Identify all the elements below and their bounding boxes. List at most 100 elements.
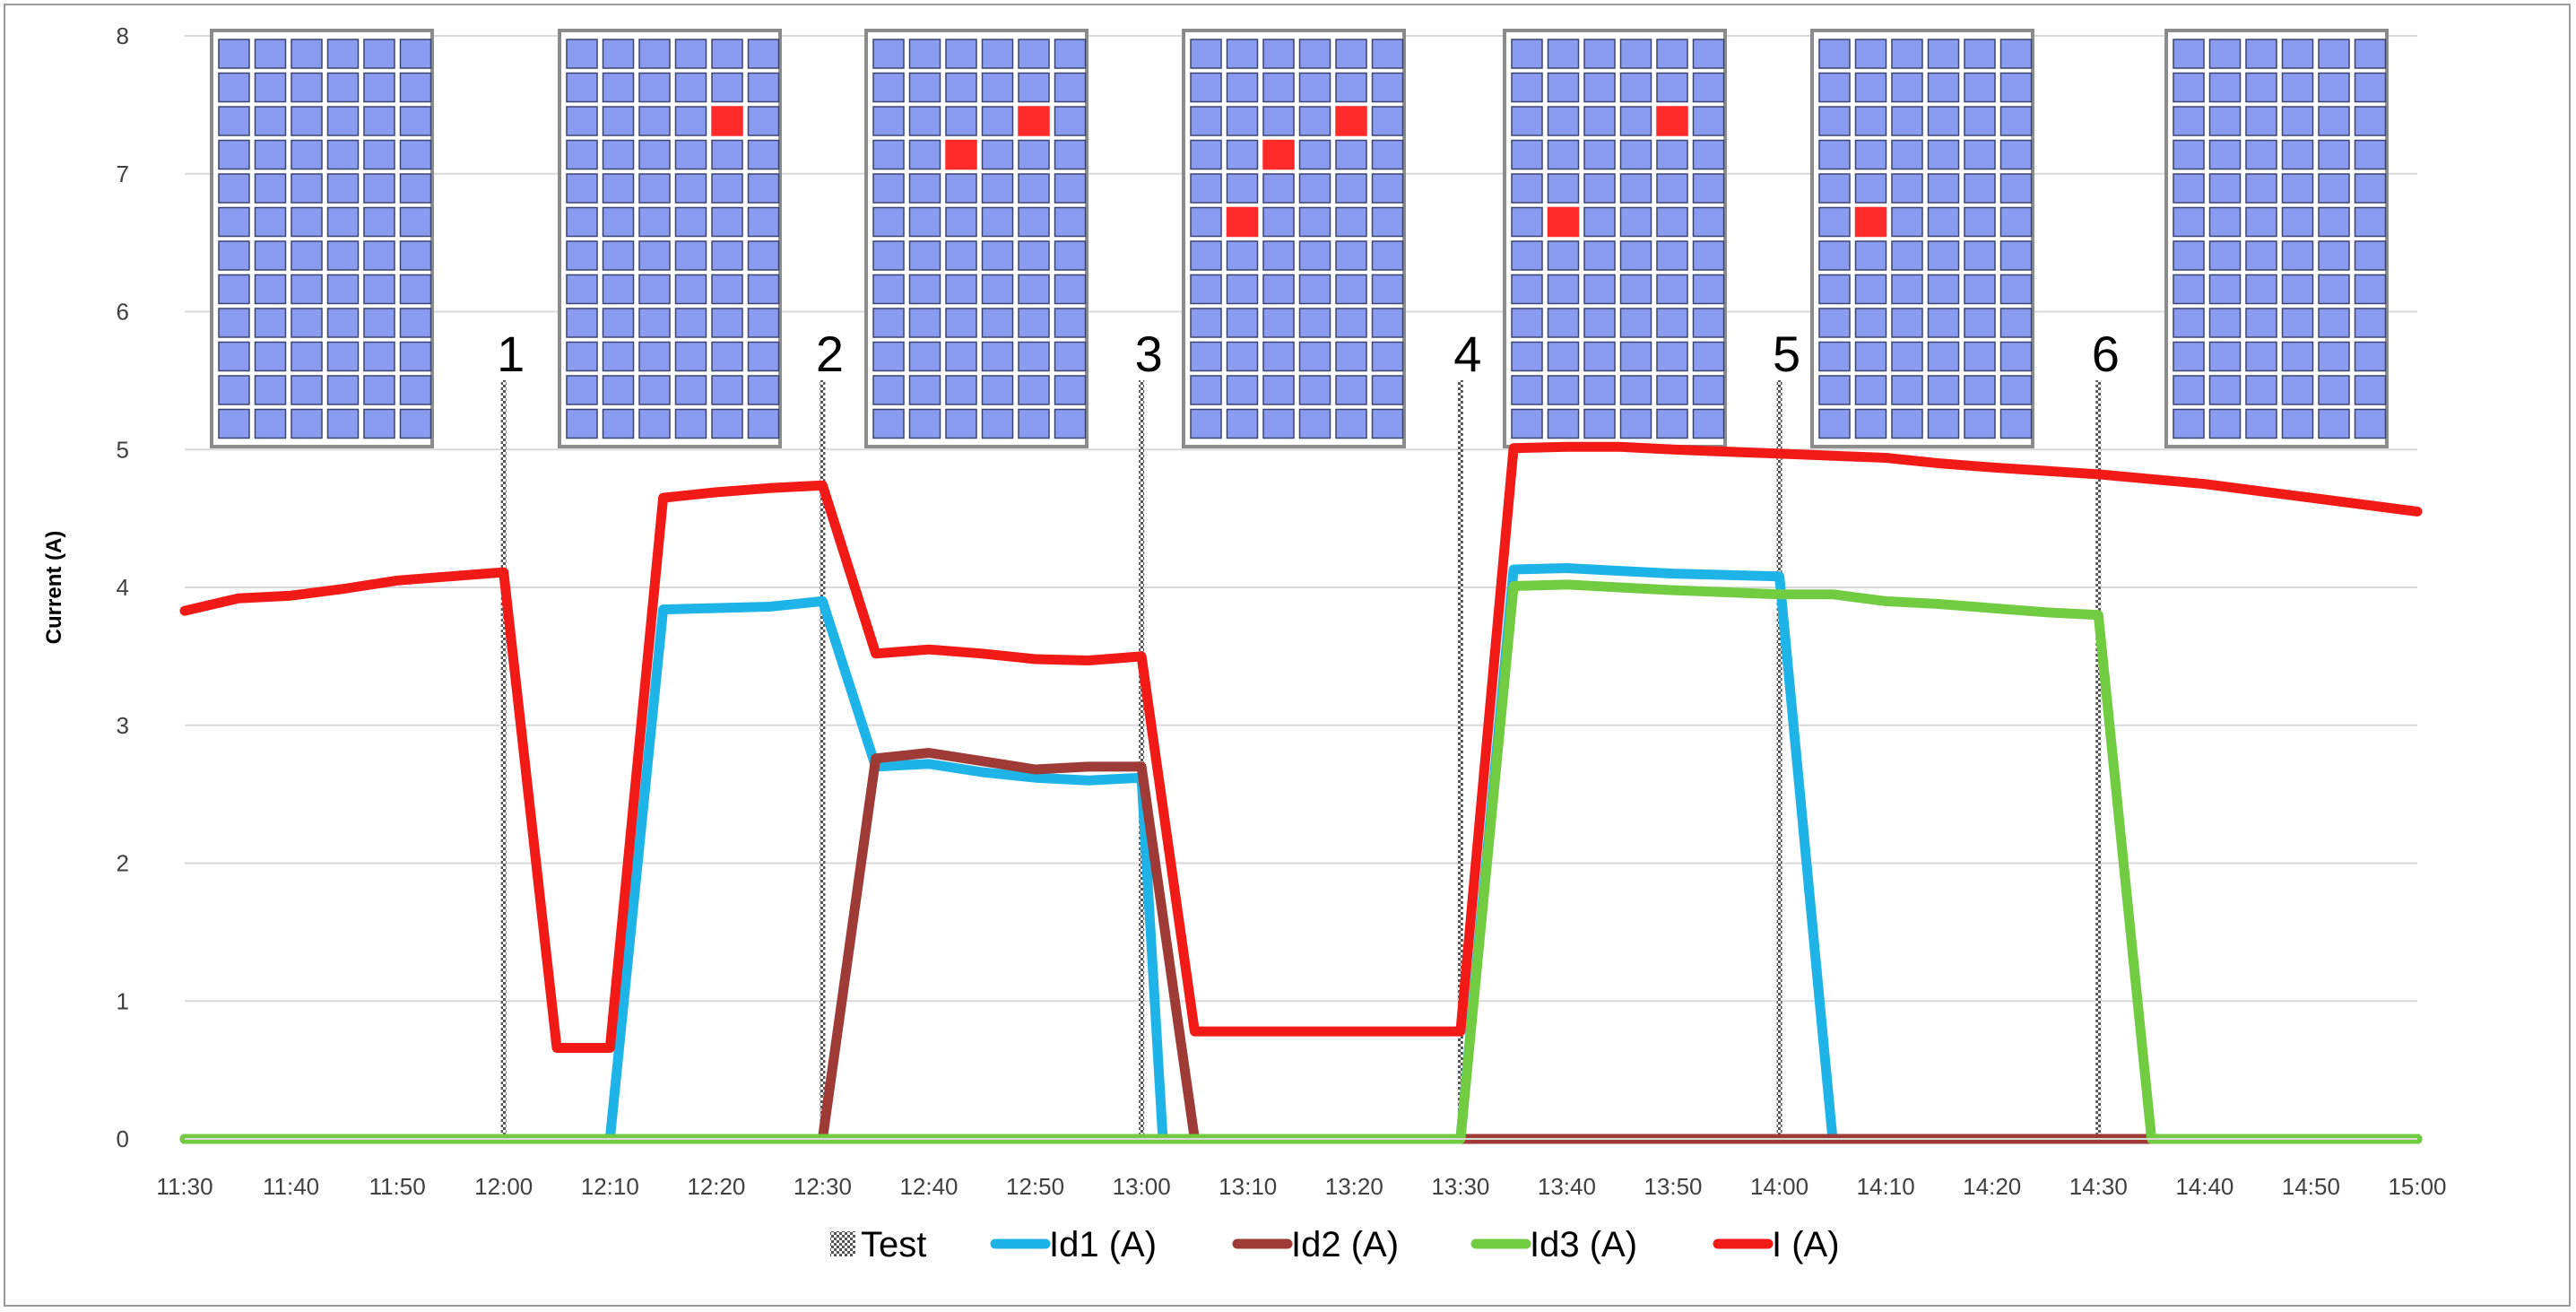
panel-cell: [1927, 274, 1960, 305]
panel-cell: [1511, 308, 1543, 338]
panel-cell: [908, 173, 941, 204]
panel-cell: [711, 139, 743, 170]
panel-cell: [908, 139, 941, 170]
panel-cell: [326, 206, 360, 238]
panel-cell: [711, 72, 743, 103]
panel-cell: [602, 173, 635, 204]
panel-cell: [2318, 408, 2350, 439]
panel-cell: [1964, 375, 1996, 405]
panel-cell: [602, 408, 635, 439]
panel-cell: [1511, 106, 1543, 136]
panel-cell: [908, 408, 941, 439]
panel-cell: [1262, 375, 1295, 405]
panel-cell: [1371, 173, 1404, 204]
panel-cell: [1371, 341, 1404, 372]
panel-cell: [711, 240, 743, 271]
panel-cell: [1547, 240, 1580, 271]
panel-cell: [2354, 72, 2387, 103]
panel-cell: [1190, 206, 1222, 238]
panel-cell: [1335, 139, 1367, 170]
panel-cell: [1891, 72, 1923, 103]
panel-cell: [2208, 106, 2242, 136]
panel-cell: [1054, 341, 1087, 372]
panel-cell: [363, 408, 395, 439]
x-tick-label-1230: 12:30: [794, 1173, 852, 1200]
panel-cell: [674, 206, 707, 238]
legend-label: Test: [861, 1225, 926, 1264]
panel-cell: [399, 72, 432, 103]
panel-cell: [2245, 308, 2277, 338]
panel-cell: [1583, 408, 1616, 439]
panel-cell: [872, 308, 905, 338]
panel-cell: [981, 39, 1014, 69]
panel-cell: [399, 106, 432, 136]
panel-cell: [363, 106, 395, 136]
panel-cell: [218, 39, 250, 69]
panel-cell: [638, 39, 671, 69]
panel-cell: [254, 375, 287, 405]
panel-cell: [1891, 408, 1923, 439]
panel-cell: [2318, 375, 2350, 405]
panel-cell: [1927, 72, 1960, 103]
panel-cell: [1371, 274, 1404, 305]
shaded-cell: [1854, 206, 1887, 238]
panel-cell: [1371, 72, 1404, 103]
panel-cell: [1583, 274, 1616, 305]
panel-cell: [945, 375, 977, 405]
panel-cell: [1583, 240, 1616, 271]
panel-cell: [326, 106, 360, 136]
panel-cell: [872, 206, 905, 238]
panel-cell: [291, 274, 323, 305]
panel-cell: [326, 375, 360, 405]
panel-cell: [1547, 139, 1580, 170]
test-line-1: [500, 380, 507, 1139]
panel-cell: [1818, 72, 1851, 103]
panel-cell: [2173, 375, 2205, 405]
panel-cell: [2281, 341, 2314, 372]
panel-cell: [2173, 139, 2205, 170]
test-line-5: [1776, 380, 1782, 1139]
panel-cell: [1547, 173, 1580, 204]
panel-cell: [1371, 106, 1404, 136]
panel-cell: [1692, 39, 1725, 69]
legend-label: I (A): [1772, 1225, 1840, 1264]
axes: 0 1 2 3 4 5 6 7 8 11:30 11:40 11:50 12:00 12:10 12:20 1…: [42, 22, 2447, 1200]
panel-cell: [747, 139, 780, 170]
panel-cell: [981, 106, 1014, 136]
panel-cell: [1692, 173, 1725, 204]
panel-cell: [2354, 375, 2387, 405]
x-tick-label-1440: 14:40: [2175, 1173, 2233, 1200]
panel-cell: [1226, 375, 1259, 405]
panel-cell: [674, 72, 707, 103]
panel-cell: [218, 408, 250, 439]
panel-cell: [1190, 375, 1222, 405]
panel-cell: [711, 341, 743, 372]
panel-cell: [674, 274, 707, 305]
panel-cell: [1511, 206, 1543, 238]
panel-cell: [291, 173, 323, 204]
panel-cell: [981, 240, 1014, 271]
panel-cell: [674, 39, 707, 69]
panel-cell: [2208, 173, 2242, 204]
test-number-4: 4: [1453, 326, 1481, 382]
panel-cell: [711, 39, 743, 69]
panel-cell: [2354, 308, 2387, 338]
panel-cell: [602, 375, 635, 405]
panel-cell: [399, 375, 432, 405]
panel-cell: [1018, 39, 1050, 69]
x-tick-label-1410: 14:10: [1857, 1173, 1915, 1200]
panel-cell: [981, 72, 1014, 103]
panel-cell: [1927, 375, 1960, 405]
panel-cell: [1999, 341, 2033, 372]
panel-cell: [1298, 240, 1331, 271]
panel-cell: [1054, 139, 1087, 170]
panel-cell: [1511, 173, 1543, 204]
panel-cell: [2318, 173, 2350, 204]
panel-cell: [1262, 341, 1295, 372]
panel-cell: [2318, 39, 2350, 69]
panel-cell: [2281, 173, 2314, 204]
panel-cell: [945, 173, 977, 204]
panel-cell: [2354, 206, 2387, 238]
panel-cell: [1262, 72, 1295, 103]
panel-cell: [1190, 173, 1222, 204]
